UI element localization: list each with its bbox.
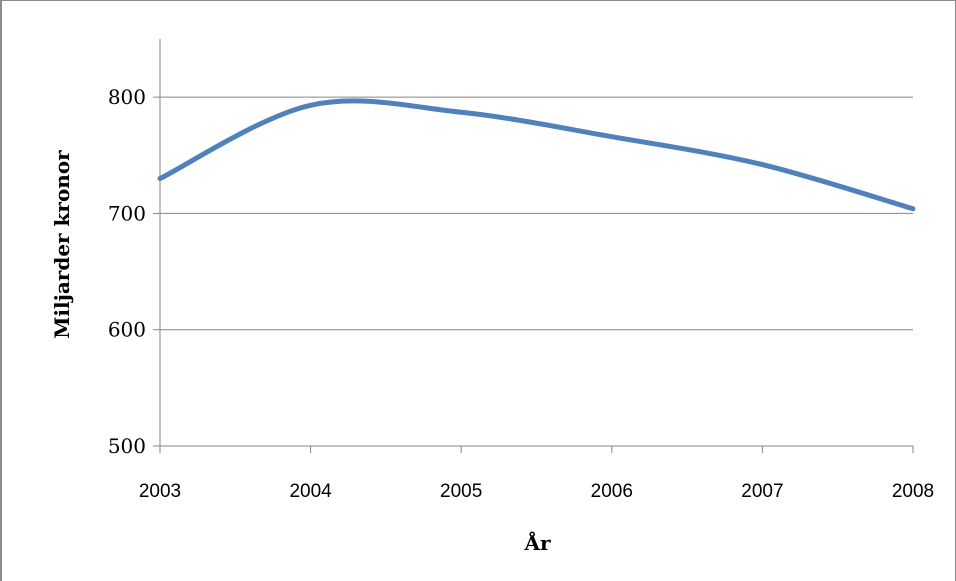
gridlines xyxy=(160,96,913,331)
x-tick-label-2007: 2007 xyxy=(741,481,783,502)
series-line-0 xyxy=(157,98,916,212)
y-tick-label-800: 800 xyxy=(108,85,146,109)
x-tick-label-2003: 2003 xyxy=(139,481,181,502)
x-axis-title: År xyxy=(523,531,551,555)
x-tick-label-2005: 2005 xyxy=(440,481,482,502)
y-tick-label-600: 600 xyxy=(108,318,146,342)
y-tick-label-700: 700 xyxy=(108,201,146,225)
x-tick-label-2004: 2004 xyxy=(289,481,332,502)
x-tick-label-2008: 2008 xyxy=(892,481,934,502)
y-axis-title: Miljarder kronor xyxy=(50,150,74,339)
x-tick-label-2006: 2006 xyxy=(591,481,633,502)
axes xyxy=(153,39,914,453)
tick-labels: 500 600 700 800 2003 2004 2005 2006 2007 2008 xyxy=(108,85,934,502)
series-lines xyxy=(157,98,916,212)
y-tick-label-500: 500 xyxy=(108,434,146,458)
